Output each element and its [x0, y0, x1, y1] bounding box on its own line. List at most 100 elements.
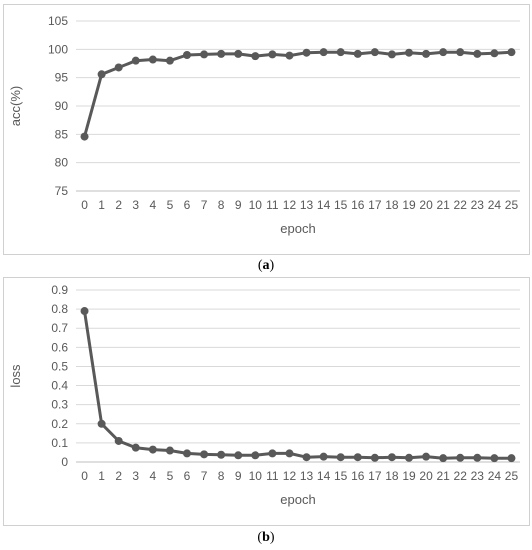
- chart-b-point-3: [131, 443, 140, 452]
- chart-b-ytick-label-5: 0.5: [51, 359, 68, 373]
- chart-a-xtick-label-13: 13: [300, 198, 314, 212]
- chart-a-xtick-label-22: 22: [454, 198, 468, 212]
- chart-b-xtick-label-16: 16: [351, 469, 365, 483]
- chart-a-point-20: [422, 49, 431, 58]
- chart-a-xtick-label-14: 14: [317, 198, 331, 212]
- chart-a-xtick-label-18: 18: [385, 198, 399, 212]
- chart-a-ytick-label-2: 85: [55, 127, 69, 141]
- chart-b-series-line: [83, 310, 512, 460]
- chart-b-point-21: [439, 454, 448, 463]
- chart-b-ytick-label-4: 0.4: [51, 379, 68, 393]
- chart-a-xtick-label-1: 1: [98, 198, 105, 212]
- chart-a-point-23: [473, 49, 482, 58]
- chart-a-ytick-label-0: 75: [55, 184, 69, 198]
- chart-b-point-24: [490, 454, 499, 463]
- chart-b-xtick-label-7: 7: [201, 469, 208, 483]
- chart-b-xtick-label-11: 11: [266, 469, 279, 483]
- chart-a-ytick-label-3: 90: [55, 99, 69, 113]
- chart-b-point-16: [353, 453, 362, 462]
- chart-a-point-8: [217, 49, 226, 58]
- caption-a-open: (: [257, 258, 263, 273]
- chart-a-point-24: [490, 49, 499, 58]
- chart-a-ytick-label-5: 100: [48, 42, 68, 56]
- caption-a-close: ): [269, 258, 275, 273]
- chart-b-xtick-label-10: 10: [249, 469, 263, 483]
- chart-a-xtick-label-20: 20: [419, 198, 433, 212]
- chart-a-xtick-label-0: 0: [81, 198, 88, 212]
- chart-a-point-13: [302, 48, 311, 57]
- chart-a-xtick-label-19: 19: [402, 198, 416, 212]
- chart-b-ytick-label-9: 0.9: [51, 283, 68, 297]
- chart-a-point-16: [353, 49, 362, 58]
- chart-a-xtick-label-8: 8: [218, 198, 225, 212]
- chart-a-point-12: [285, 51, 294, 60]
- chart-b-ytick-label-7: 0.7: [51, 321, 68, 335]
- chart-a-xtick-label-24: 24: [488, 198, 502, 212]
- chart-b-point-18: [387, 453, 396, 462]
- chart-b-point-6: [183, 449, 191, 458]
- chart-a-xtick-label-11: 11: [266, 198, 279, 212]
- chart-b-xtick-label-18: 18: [385, 469, 399, 483]
- chart-a-ytick-label-6: 105: [48, 14, 68, 28]
- chart-b-ytick-label-8: 0.8: [51, 302, 68, 316]
- caption-b-open: (: [257, 530, 263, 545]
- chart-a-point-21: [439, 48, 448, 57]
- chart-b-xtick-label-2: 2: [115, 469, 122, 483]
- chart-a-xtick-label-2: 2: [115, 198, 122, 212]
- chart-a-xtick-label-5: 5: [167, 198, 174, 212]
- caption-a-letter: a: [262, 258, 270, 273]
- chart-b-xtick-label-5: 5: [167, 469, 174, 483]
- chart-b-xtick-label-14: 14: [317, 469, 331, 483]
- chart-a-point-17: [370, 48, 379, 57]
- chart-b-xtick-label-6: 6: [184, 469, 191, 483]
- chart-a-xtick-label-16: 16: [351, 198, 365, 212]
- chart-a-xtick-label-7: 7: [201, 198, 208, 212]
- chart-b-point-14: [319, 452, 328, 461]
- chart-b-point-12: [285, 449, 294, 458]
- chart-b-point-15: [336, 453, 345, 462]
- chart-b-point-9: [234, 451, 243, 460]
- chart-b-ytick-label-6: 0.6: [51, 340, 68, 354]
- chart-a-point-10: [251, 52, 260, 61]
- chart-b-xtick-label-9: 9: [235, 469, 242, 483]
- chart-b-xtick-label-20: 20: [419, 469, 433, 483]
- chart-a-point-18: [387, 50, 396, 59]
- chart-b-point-19: [405, 453, 413, 462]
- chart-b-xtick-label-4: 4: [150, 469, 157, 483]
- chart-a-point-1: [97, 70, 106, 79]
- chart-a-point-0: [80, 132, 89, 141]
- chart-b-point-22: [456, 453, 465, 462]
- chart-a-xtick-label-21: 21: [436, 198, 450, 212]
- chart-a-xtick-label-25: 25: [505, 198, 519, 212]
- loss-chart: 00.10.20.30.40.50.60.70.80.90 1 2 3 4 5 6 7 8 9 10…: [8, 283, 520, 507]
- chart-b-point-25: [507, 454, 516, 463]
- chart-b-point-5: [165, 446, 174, 455]
- chart-b-point-17: [370, 453, 379, 462]
- chart-b-xtick-label-23: 23: [471, 469, 485, 483]
- chart-a-xtick-label-4: 4: [150, 198, 157, 212]
- chart-a-xtick-label-17: 17: [368, 198, 382, 212]
- chart-a-series-line: [83, 50, 512, 137]
- chart-a-point-11: [268, 50, 277, 59]
- chart-a-point-9: [234, 49, 243, 58]
- chart-b-point-0: [80, 307, 89, 316]
- chart-b-xtick-label-0: 0: [81, 469, 88, 483]
- chart-b-point-7: [200, 450, 209, 459]
- chart-b-point-1: [97, 419, 106, 428]
- chart-b-xtick-label-24: 24: [488, 469, 502, 483]
- chart-a-xtick-label-23: 23: [471, 198, 485, 212]
- chart-a-point-14: [319, 48, 328, 57]
- chart-b-xtick-label-8: 8: [218, 469, 225, 483]
- chart-b-xtick-label-13: 13: [300, 469, 314, 483]
- chart-a-point-3: [131, 56, 140, 65]
- chart-a-xtick-label-15: 15: [334, 198, 348, 212]
- chart-b-x-axis-title: epoch: [280, 492, 315, 507]
- chart-a-point-25: [507, 48, 516, 57]
- chart-panel-a: 75 80 85 90 95 100 105 0 1 2 3 4 5 6 7 8 9 10 11 12 13 14 15 16…: [3, 4, 530, 255]
- chart-b-xtick-label-1: 1: [98, 469, 105, 483]
- chart-b-point-11: [268, 449, 277, 458]
- chart-a-ytick-label-1: 80: [55, 156, 69, 170]
- chart-panel-b: 0 0.1 0.2 0.3 0.4 0.5 0.6 0.7 0.8 0.9 0 1 2 3 4 5 6 7 8 9 10…: [3, 277, 530, 526]
- chart-b-xtick-label-17: 17: [368, 469, 382, 483]
